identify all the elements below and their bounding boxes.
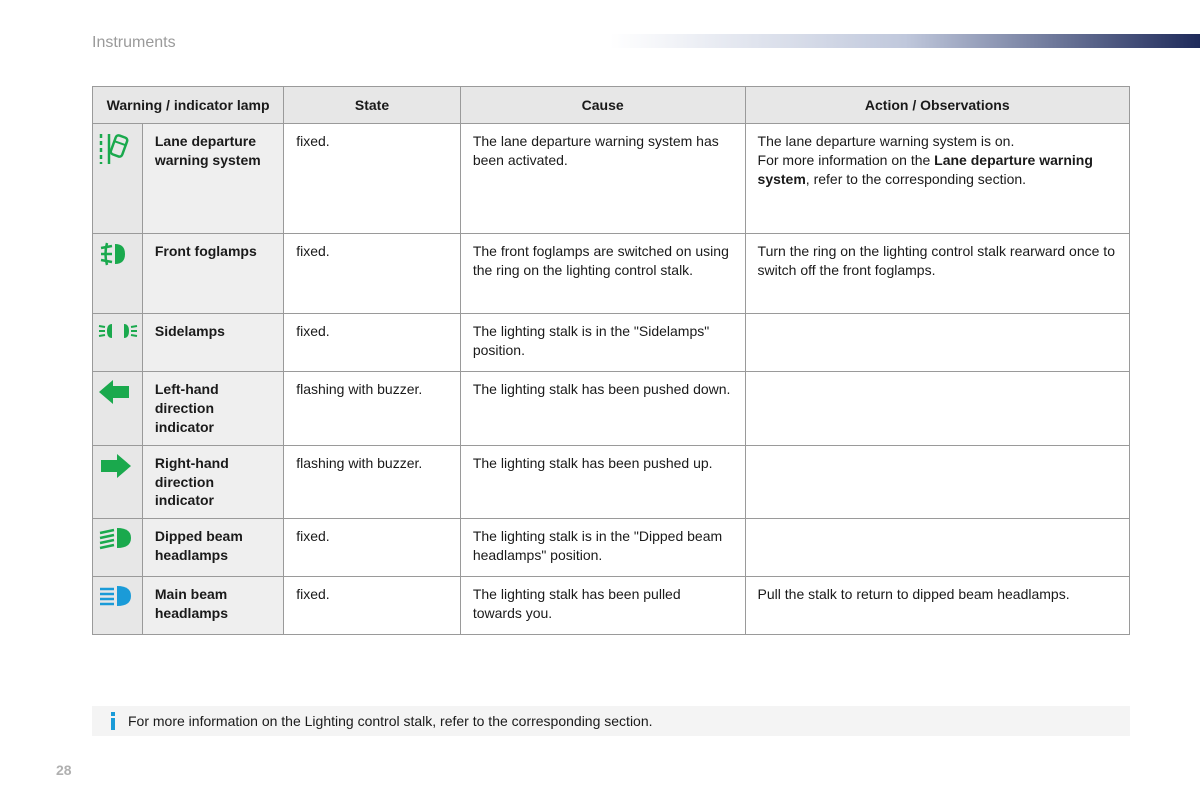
main-beam-icon xyxy=(93,577,143,635)
table-row: Right-hand direction indicatorflashing w… xyxy=(93,445,1130,519)
table-row: Main beam headlampsfixed.The lighting st… xyxy=(93,577,1130,635)
indicator-state: fixed. xyxy=(284,519,461,577)
indicator-action xyxy=(745,519,1129,577)
indicator-table: Warning / indicator lamp State Cause Act… xyxy=(92,86,1130,635)
header-gradient-band xyxy=(610,34,1200,48)
indicator-action: The lane departure warning system is on.… xyxy=(745,124,1129,234)
indicator-action xyxy=(745,372,1129,446)
front-foglamps-icon xyxy=(93,234,143,314)
page-number: 28 xyxy=(56,762,72,778)
info-note: For more information on the Lighting con… xyxy=(92,706,1130,736)
indicator-name: Left-hand direction indicator xyxy=(142,372,283,446)
indicator-cause: The lighting stalk has been pushed up. xyxy=(460,445,745,519)
indicator-action xyxy=(745,445,1129,519)
info-icon xyxy=(106,712,120,730)
th-warning: Warning / indicator lamp xyxy=(93,87,284,124)
indicator-state: flashing with buzzer. xyxy=(284,372,461,446)
indicator-action xyxy=(745,314,1129,372)
table-header-row: Warning / indicator lamp State Cause Act… xyxy=(93,87,1130,124)
arrow-left-icon xyxy=(93,372,143,446)
sidelamps-icon xyxy=(93,314,143,372)
action-bold: Lane departure warning system xyxy=(758,152,1093,187)
indicator-name: Dipped beam headlamps xyxy=(142,519,283,577)
dipped-beam-icon xyxy=(93,519,143,577)
indicator-name: Main beam headlamps xyxy=(142,577,283,635)
indicator-cause: The lighting stalk is in the "Sidelamps"… xyxy=(460,314,745,372)
indicator-state: fixed. xyxy=(284,577,461,635)
info-text-post: , refer to the corresponding section. xyxy=(432,713,652,729)
table-row: Left-hand direction indicatorflashing wi… xyxy=(93,372,1130,446)
section-title: Instruments xyxy=(92,34,176,52)
th-cause: Cause xyxy=(460,87,745,124)
indicator-cause: The lane departure warning system has be… xyxy=(460,124,745,234)
indicator-table-container: Warning / indicator lamp State Cause Act… xyxy=(92,86,1130,635)
table-row: Dipped beam headlampsfixed.The lighting … xyxy=(93,519,1130,577)
indicator-state: fixed. xyxy=(284,234,461,314)
indicator-state: flashing with buzzer. xyxy=(284,445,461,519)
indicator-state: fixed. xyxy=(284,314,461,372)
th-action: Action / Observations xyxy=(745,87,1129,124)
table-row: Lane departure warning systemfixed.The l… xyxy=(93,124,1130,234)
indicator-name: Lane departure warning system xyxy=(142,124,283,234)
indicator-name: Right-hand direction indicator xyxy=(142,445,283,519)
indicator-cause: The lighting stalk has been pulled towar… xyxy=(460,577,745,635)
indicator-action: Turn the ring on the lighting control st… xyxy=(745,234,1129,314)
indicator-cause: The lighting stalk is in the "Dipped bea… xyxy=(460,519,745,577)
lane-departure-icon xyxy=(93,124,143,234)
info-text-bold: Lighting control stalk xyxy=(305,713,433,729)
arrow-right-icon xyxy=(93,445,143,519)
indicator-cause: The front foglamps are switched on using… xyxy=(460,234,745,314)
info-text-pre: For more information on the xyxy=(128,713,305,729)
table-row: Sidelampsfixed.The lighting stalk is in … xyxy=(93,314,1130,372)
indicator-name: Front foglamps xyxy=(142,234,283,314)
indicator-state: fixed. xyxy=(284,124,461,234)
indicator-action: Pull the stalk to return to dipped beam … xyxy=(745,577,1129,635)
indicator-name: Sidelamps xyxy=(142,314,283,372)
table-row: Front foglampsfixed.The front foglamps a… xyxy=(93,234,1130,314)
th-state: State xyxy=(284,87,461,124)
indicator-cause: The lighting stalk has been pushed down. xyxy=(460,372,745,446)
